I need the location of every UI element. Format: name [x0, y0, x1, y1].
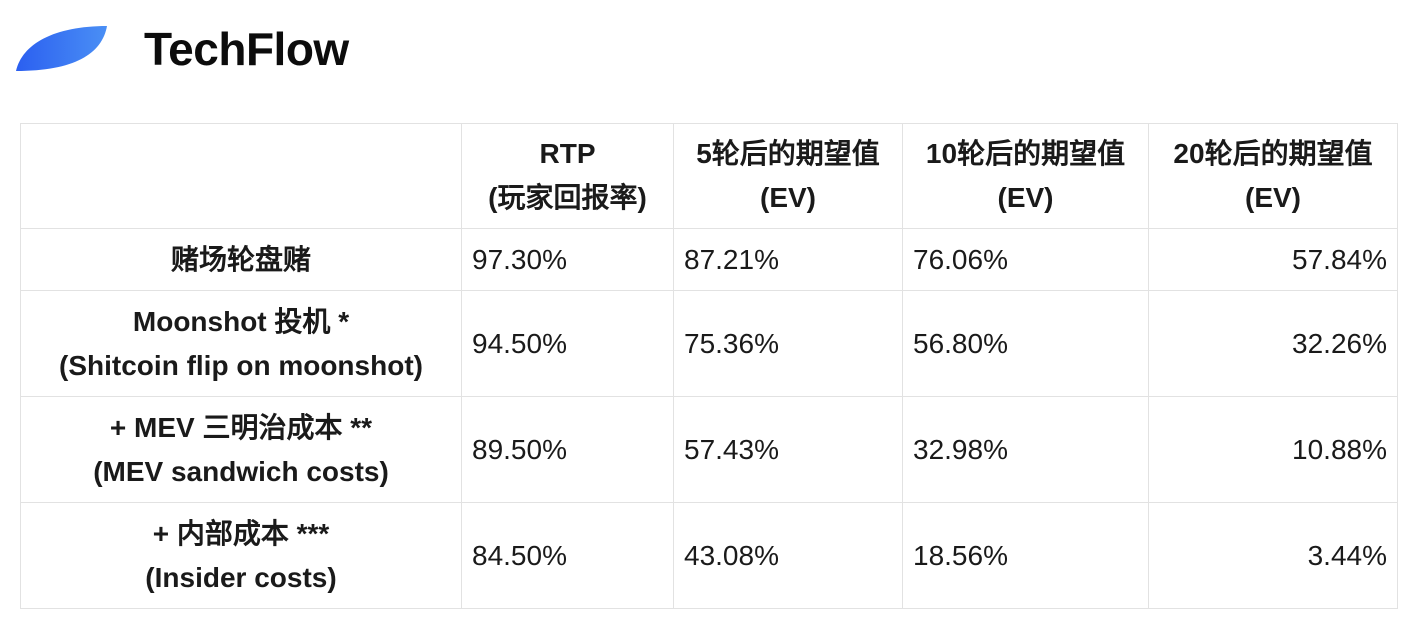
- value-cell: 57.84%: [1148, 228, 1398, 291]
- value-cell: 75.36%: [673, 290, 903, 397]
- header-cell: 10轮后的期望值 (EV): [902, 123, 1149, 229]
- table-row: + 内部成本 *** (Insider costs) 84.50% 43.08% …: [20, 502, 1398, 609]
- row-label-line: Moonshot 投机 *: [132, 305, 350, 337]
- brand-name: TechFlow: [144, 23, 349, 75]
- header-cell: 5轮后的期望值 (EV): [673, 123, 903, 229]
- table-row: 赌场轮盘赌 97.30% 87.21% 76.06% 57.84%: [20, 228, 1398, 291]
- value-cell: 97.30%: [461, 228, 674, 291]
- header-cell: [20, 123, 462, 229]
- header-line: 20轮后的期望值: [1173, 138, 1373, 169]
- value-cell: 89.50%: [461, 396, 674, 503]
- row-label-line: 赌场轮盘赌: [170, 243, 311, 275]
- value-cell: 32.98%: [902, 396, 1149, 503]
- header-line: (EV): [760, 182, 816, 213]
- header-row: RTP (玩家回报率) 5轮后的期望值 (EV) 10轮后的期望值 (EV) 20轮后…: [20, 123, 1398, 229]
- value-cell: 57.43%: [673, 396, 903, 503]
- header-line: (玩家回报率): [488, 182, 647, 213]
- leaf-logo-icon: [16, 26, 107, 71]
- value-cell: 3.44%: [1148, 502, 1398, 609]
- value-cell: 84.50%: [461, 502, 674, 609]
- row-label-line: (Insider costs): [145, 561, 337, 593]
- header-line: 10轮后的期望值: [925, 138, 1126, 169]
- header-line: (EV): [997, 182, 1054, 213]
- value-cell: 10.88%: [1148, 396, 1398, 503]
- table-row: Moonshot 投机 * (Shitcoin flip on moonshot)…: [20, 290, 1398, 397]
- value-cell: 43.08%: [673, 502, 903, 609]
- header-line: (EV): [1245, 182, 1301, 213]
- techflow-logo: TechFlow: [14, 22, 349, 76]
- row-label-line: + 内部成本 ***: [152, 517, 330, 549]
- header-line: 5轮后的期望值: [696, 138, 880, 169]
- row-label-line: (Shitcoin flip on moonshot): [59, 349, 423, 381]
- value-cell: 18.56%: [902, 502, 1149, 609]
- header-line: RTP: [539, 138, 596, 169]
- value-cell: 94.50%: [461, 290, 674, 397]
- row-label-line: (MEV sandwich costs): [93, 455, 389, 487]
- header-cell: RTP (玩家回报率): [461, 123, 674, 229]
- table-row: + MEV 三明治成本 ** (MEV sandwich costs) 89.50…: [20, 396, 1398, 503]
- row-label-line: + MEV 三明治成本 **: [109, 411, 373, 443]
- row-label: + 内部成本 *** (Insider costs): [20, 502, 462, 609]
- ev-comparison-table: RTP (玩家回报率) 5轮后的期望值 (EV) 10轮后的期望值 (EV) 20轮后…: [20, 123, 1398, 609]
- value-cell: 76.06%: [902, 228, 1149, 291]
- row-label: + MEV 三明治成本 ** (MEV sandwich costs): [20, 396, 462, 503]
- value-cell: 56.80%: [902, 290, 1149, 397]
- row-label: Moonshot 投机 * (Shitcoin flip on moonshot): [20, 290, 462, 397]
- header-cell: 20轮后的期望值 (EV): [1148, 123, 1398, 229]
- value-cell: 87.21%: [673, 228, 903, 291]
- row-label: 赌场轮盘赌: [20, 228, 462, 291]
- value-cell: 32.26%: [1148, 290, 1398, 397]
